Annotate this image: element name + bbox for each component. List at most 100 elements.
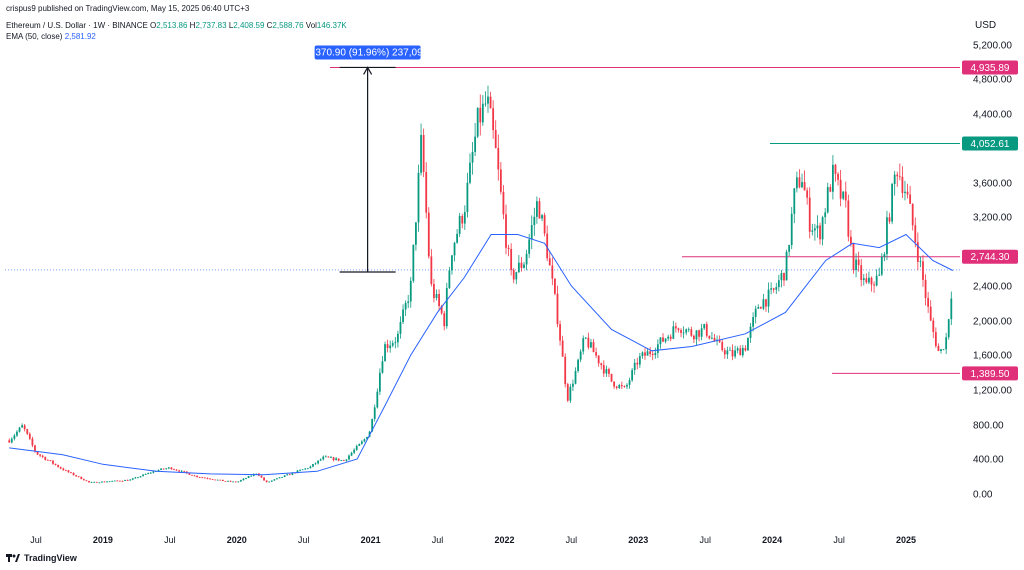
- x-tick-label: 2019: [93, 535, 113, 545]
- candle-body: [309, 466, 312, 469]
- candle-body: [837, 173, 839, 180]
- price-level-badge: [962, 60, 1018, 75]
- candle-body: [312, 464, 314, 467]
- candle-body: [113, 480, 116, 482]
- candle-body: [121, 480, 124, 482]
- candle-body: [93, 481, 96, 483]
- tradingview-footer[interactable]: TradingView: [6, 553, 77, 563]
- candle-body: [167, 467, 170, 469]
- close-label: C: [266, 21, 273, 30]
- candle-body: [672, 326, 675, 339]
- candle-body: [180, 470, 183, 472]
- candle-body: [16, 431, 18, 436]
- candle-body: [255, 473, 258, 475]
- candle-body: [669, 336, 672, 339]
- candle-body: [409, 280, 412, 302]
- candle-body: [484, 103, 487, 105]
- candle-body: [342, 460, 345, 461]
- candle-body: [88, 480, 90, 483]
- candle-body: [705, 324, 708, 336]
- candle-body: [888, 217, 891, 222]
- candle-body: [693, 335, 695, 340]
- candle-body: [942, 349, 945, 351]
- candle-body: [250, 475, 253, 477]
- candle-body: [829, 187, 832, 192]
- candle-body: [793, 188, 796, 214]
- candle-body: [67, 470, 70, 473]
- candle-body: [741, 347, 744, 356]
- candle-body: [59, 467, 62, 469]
- candle-body: [201, 477, 204, 479]
- tradingview-logo-icon: [6, 554, 20, 562]
- candle-body: [505, 214, 507, 248]
- candle-body: [685, 329, 688, 333]
- candle-body: [868, 277, 870, 283]
- candle-body: [273, 479, 276, 481]
- candle-body: [62, 468, 65, 471]
- x-tick-label: Jul: [833, 535, 845, 545]
- price-level-badge-label: 4,935.89: [971, 63, 1010, 74]
- candle-body: [579, 351, 582, 360]
- candle-body: [415, 222, 417, 245]
- candle-body: [296, 470, 299, 473]
- candle-body: [602, 365, 605, 374]
- candle-body: [636, 362, 639, 365]
- candle-body: [554, 278, 556, 294]
- candle-body: [299, 469, 301, 471]
- candle-body: [304, 468, 307, 470]
- candle-body: [620, 384, 623, 387]
- candle-body: [173, 469, 175, 471]
- candle-body: [116, 480, 119, 482]
- candle-body: [767, 289, 770, 307]
- candle-body: [487, 96, 489, 104]
- symbol-title: Ethereum / U.S. Dollar · 1W · BINANCE: [6, 21, 148, 30]
- candle-body: [816, 225, 819, 229]
- candle-body: [327, 456, 330, 458]
- candle-body: [711, 337, 713, 339]
- candle-body: [157, 469, 160, 472]
- candle-body: [322, 456, 325, 460]
- measure-tool[interactable]: 2,370.90 (91.96%) 237,090: [307, 45, 429, 273]
- candle-body: [221, 479, 224, 481]
- candle-body: [196, 475, 199, 478]
- candle-body: [893, 174, 896, 185]
- candle-body: [396, 333, 399, 343]
- candle-body: [425, 171, 428, 213]
- x-tick-label: 2023: [628, 535, 648, 545]
- candle-body: [492, 108, 495, 131]
- y-tick-label: 400.00: [973, 455, 1004, 466]
- y-tick-label: 5,200.00: [973, 41, 1012, 52]
- ema-value: 2,581.92: [64, 32, 96, 41]
- candle-body: [124, 480, 126, 481]
- candle-body: [149, 472, 152, 474]
- candle-body: [232, 481, 235, 483]
- candle-body: [644, 352, 646, 356]
- candle-body: [497, 147, 500, 170]
- candle-body: [422, 135, 425, 172]
- candle-body: [517, 262, 520, 273]
- candle-body: [847, 200, 850, 237]
- candle-body: [193, 475, 196, 477]
- price-level-badge: [962, 366, 1018, 381]
- candle-body: [479, 107, 482, 123]
- ema-legend: EMA (50, close) 2,581.92: [6, 31, 347, 42]
- candle-body: [31, 438, 34, 446]
- candle-body: [90, 482, 93, 483]
- candle-body: [106, 481, 108, 483]
- candle-body: [813, 228, 816, 231]
- candle-body: [103, 481, 106, 483]
- candle-body: [528, 239, 531, 254]
- candle-body: [855, 259, 857, 271]
- candle-body: [852, 243, 855, 271]
- candle-body: [237, 481, 240, 483]
- candle-body: [345, 459, 348, 461]
- candle-body: [332, 457, 335, 461]
- candle-body: [314, 463, 317, 465]
- candle-body: [386, 344, 389, 349]
- candle-body: [108, 481, 111, 483]
- candle-body: [288, 474, 291, 476]
- candle-body: [798, 177, 801, 188]
- candle-body: [906, 191, 909, 195]
- candle-body: [940, 349, 942, 351]
